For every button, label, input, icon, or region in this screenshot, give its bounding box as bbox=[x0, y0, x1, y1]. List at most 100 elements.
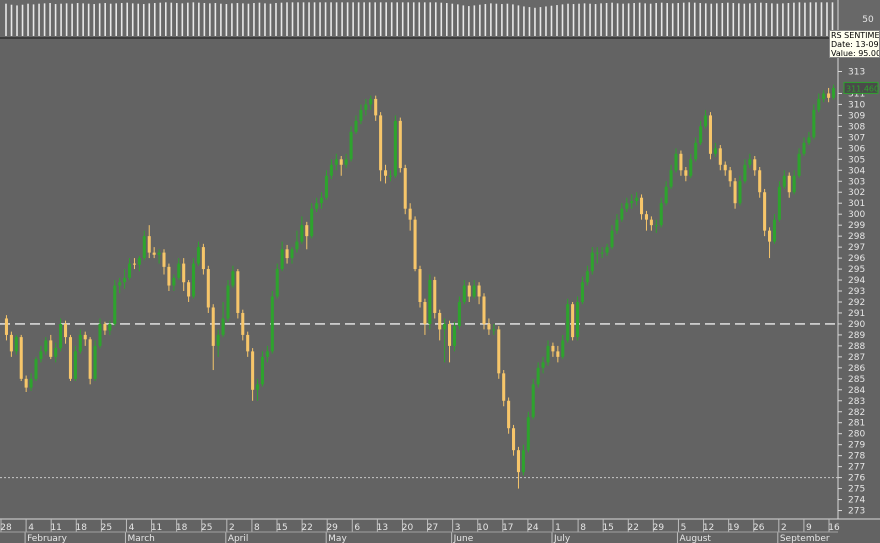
candle-body bbox=[477, 285, 481, 297]
candle-body bbox=[123, 277, 127, 283]
candle-body bbox=[320, 197, 324, 204]
candle-body bbox=[251, 351, 255, 390]
candle-up bbox=[118, 277, 122, 294]
candle-body bbox=[324, 175, 328, 198]
candle-body bbox=[753, 159, 757, 171]
candle-body bbox=[507, 400, 511, 429]
candle-body bbox=[211, 307, 215, 346]
x-tick-label: 19 bbox=[728, 523, 740, 533]
candle-up bbox=[123, 269, 127, 289]
y-tick-label: 307 bbox=[848, 133, 865, 143]
month-label: July bbox=[553, 534, 571, 543]
candle-up bbox=[526, 411, 530, 453]
month-label: May bbox=[328, 534, 347, 543]
candle-body bbox=[512, 428, 516, 451]
candle-body bbox=[679, 153, 683, 171]
month-label: September bbox=[780, 534, 830, 543]
candle-down bbox=[497, 326, 501, 379]
candle-body bbox=[374, 98, 378, 116]
candle-body bbox=[585, 271, 589, 283]
candle-up bbox=[29, 373, 33, 391]
x-tick-label: 22 bbox=[301, 523, 312, 533]
y-tick-label: 283 bbox=[848, 397, 865, 407]
y-tick-label: 308 bbox=[848, 122, 865, 132]
candle-body bbox=[384, 170, 388, 176]
x-tick-label: 6 bbox=[354, 523, 360, 533]
x-tick-label: 26 bbox=[753, 523, 765, 533]
y-tick-label: 309 bbox=[848, 111, 865, 121]
candle-down bbox=[374, 95, 378, 121]
month-label: March bbox=[127, 534, 154, 543]
candle-down bbox=[467, 282, 471, 302]
candle-body bbox=[792, 175, 796, 193]
candle-body bbox=[196, 247, 200, 264]
candle-body bbox=[443, 323, 447, 330]
candle-body bbox=[182, 263, 186, 283]
candle-body bbox=[187, 282, 191, 297]
y-tick-label: 274 bbox=[848, 496, 865, 506]
candle-down bbox=[684, 166, 688, 182]
candle-down bbox=[507, 397, 511, 434]
x-tick-label: 25 bbox=[101, 523, 112, 533]
x-tick-label: 12 bbox=[703, 523, 714, 533]
candle-body bbox=[295, 241, 299, 250]
candle-body bbox=[236, 271, 240, 313]
candle-body bbox=[595, 252, 599, 254]
candle-down bbox=[418, 265, 422, 308]
candle-down bbox=[763, 188, 767, 237]
y-tick-label: 277 bbox=[848, 463, 865, 473]
y-tick-label: 273 bbox=[848, 507, 865, 517]
x-tick-label: 29 bbox=[653, 523, 665, 533]
candle-body bbox=[260, 356, 264, 385]
candle-body bbox=[315, 203, 319, 209]
candle-body bbox=[216, 334, 220, 346]
candle-up bbox=[521, 444, 525, 476]
candle-down bbox=[246, 331, 250, 357]
candle-body bbox=[669, 170, 673, 187]
y-tick-label: 295 bbox=[848, 265, 865, 275]
candle-body bbox=[615, 219, 619, 231]
candle-body bbox=[571, 304, 575, 338]
x-tick-label: 11 bbox=[151, 523, 162, 533]
candle-down bbox=[502, 370, 506, 407]
candle-body bbox=[738, 181, 742, 204]
y-tick-label: 305 bbox=[848, 155, 865, 165]
candle-up bbox=[590, 247, 594, 275]
candle-down bbox=[147, 225, 151, 259]
candle-down bbox=[241, 309, 245, 341]
x-tick-label: 11 bbox=[50, 523, 61, 533]
candle-body bbox=[108, 323, 112, 331]
candle-body bbox=[748, 159, 752, 165]
candle-down bbox=[403, 164, 407, 215]
candle-body bbox=[630, 201, 634, 204]
candle-up bbox=[260, 351, 264, 387]
x-tick-label: 22 bbox=[628, 523, 639, 533]
y-tick-label: 288 bbox=[848, 342, 865, 352]
y-tick-label: 300 bbox=[848, 210, 865, 220]
candle-body bbox=[275, 269, 279, 297]
x-tick-label: 8 bbox=[580, 523, 586, 533]
y-tick-label: 284 bbox=[848, 386, 865, 396]
candle-down bbox=[201, 243, 205, 275]
candle-down bbox=[413, 216, 417, 272]
candle-body bbox=[462, 285, 466, 302]
candle-body bbox=[201, 247, 205, 270]
candle-body bbox=[822, 93, 826, 99]
candle-body bbox=[644, 214, 648, 220]
candle-body bbox=[349, 131, 353, 160]
candle-up bbox=[324, 170, 328, 200]
candle-body bbox=[359, 109, 363, 121]
x-tick-label: 10 bbox=[477, 523, 489, 533]
candle-down bbox=[438, 309, 442, 341]
candle-down bbox=[88, 337, 92, 385]
candle-body bbox=[142, 236, 146, 259]
candle-body bbox=[59, 323, 63, 349]
month-label: February bbox=[27, 534, 68, 543]
candle-body bbox=[728, 170, 732, 182]
candle-down bbox=[384, 164, 388, 184]
candle-up bbox=[600, 247, 604, 259]
candle-up bbox=[630, 194, 634, 209]
y-axis: 2732742752762772782792802812822832842852… bbox=[838, 67, 880, 517]
